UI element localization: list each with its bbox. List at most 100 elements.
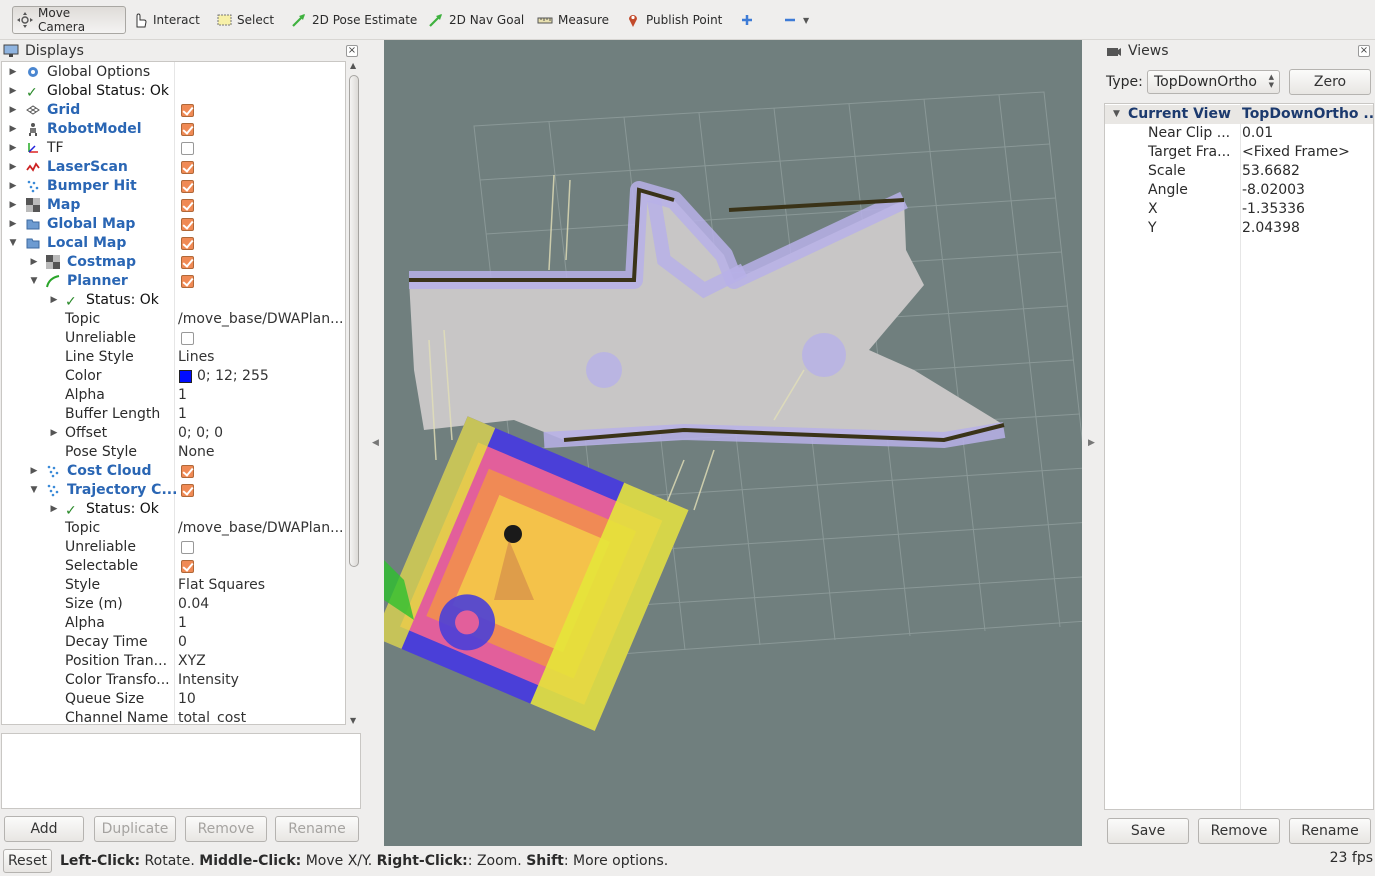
path-icon xyxy=(46,274,60,288)
remove-view-button[interactable]: Remove xyxy=(1198,818,1280,844)
duplicate-display-button[interactable]: Duplicate xyxy=(94,816,176,842)
collapse-left-icon[interactable]: ◀ xyxy=(372,438,379,448)
nav-goal-tool[interactable]: 2D Nav Goal xyxy=(424,6,528,34)
tree-row-planner-status[interactable]: ▶ ✓ Status: Ok xyxy=(50,292,159,310)
row-value: 0.04 xyxy=(178,596,210,612)
tree-row-map[interactable]: ▶ Map xyxy=(2,196,345,215)
enable-checkbox[interactable] xyxy=(181,218,194,231)
enable-checkbox[interactable] xyxy=(181,484,194,497)
tree-row-property[interactable]: Channel Name total_cost xyxy=(2,709,345,725)
close-icon[interactable]: × xyxy=(346,45,358,57)
pose-estimate-tool[interactable]: 2D Pose Estimate xyxy=(287,6,421,34)
tree-row-local-map[interactable]: ▼ Local Map xyxy=(2,234,345,253)
prop-value: -1.35336 xyxy=(1242,201,1305,217)
color-swatch[interactable] xyxy=(179,370,192,383)
unreliable-checkbox[interactable] xyxy=(181,332,194,345)
tree-row-cost-cloud[interactable]: ▶ Cost Cloud xyxy=(2,462,345,481)
zero-button[interactable]: Zero xyxy=(1289,69,1371,95)
enable-checkbox[interactable] xyxy=(181,256,194,269)
enable-checkbox[interactable] xyxy=(181,123,194,136)
enable-checkbox[interactable] xyxy=(181,275,194,288)
remove-display-button[interactable]: Remove xyxy=(185,816,267,842)
measure-tool[interactable]: Measure xyxy=(533,6,613,34)
enable-checkbox[interactable] xyxy=(181,104,194,117)
row-label: Global Options xyxy=(47,64,151,80)
tree-row-global-options[interactable]: ▶ Global Options xyxy=(9,64,151,80)
collapse-right-icon[interactable]: ▶ xyxy=(1088,438,1095,448)
tree-row-planner[interactable]: ▼ Planner xyxy=(2,272,345,291)
publish-point-tool[interactable]: Publish Point xyxy=(621,6,726,34)
tree-row-property[interactable]: Topic /move_base/DWAPlan... xyxy=(2,310,345,329)
tree-row-tf[interactable]: ▶ TF xyxy=(2,139,345,158)
move-camera-tool[interactable]: Move Camera xyxy=(12,6,126,34)
selectable-checkbox[interactable] xyxy=(181,560,194,573)
interact-tool[interactable]: Interact xyxy=(128,6,204,34)
tree-row-property[interactable]: Line Style Lines xyxy=(2,348,345,367)
prop-name: Target Fra... xyxy=(1148,144,1231,160)
row-value: Flat Squares xyxy=(178,577,266,593)
tree-row-trajectory-cloud[interactable]: ▼ Trajectory C... xyxy=(2,481,345,500)
tree-row-global-status[interactable]: ▶ ✓ Global Status: Ok xyxy=(9,83,170,101)
reset-button[interactable]: Reset xyxy=(3,849,52,873)
tree-row-global-map[interactable]: ▶ Global Map xyxy=(2,215,345,234)
tree-row-property[interactable]: Color Transfo... Intensity xyxy=(2,671,345,690)
gear-icon xyxy=(26,65,40,79)
enable-checkbox[interactable] xyxy=(181,161,194,174)
enable-checkbox[interactable] xyxy=(181,180,194,193)
tree-row-property[interactable]: Unreliable xyxy=(2,329,345,348)
tree-row-robotmodel[interactable]: ▶ RobotModel xyxy=(2,120,345,139)
tree-row-property[interactable]: Decay Time 0 xyxy=(2,633,345,652)
tree-row-property[interactable]: Position Tran... XYZ xyxy=(2,652,345,671)
close-icon[interactable]: × xyxy=(1358,45,1370,57)
tree-row-property[interactable]: Style Flat Squares xyxy=(2,576,345,595)
tree-row-property[interactable]: Selectable xyxy=(2,557,345,576)
tree-row-laserscan[interactable]: ▶ LaserScan xyxy=(2,158,345,177)
tree-row-costmap[interactable]: ▶ Costmap xyxy=(2,253,345,272)
enable-checkbox[interactable] xyxy=(181,142,194,155)
green-arrow-icon xyxy=(428,12,444,28)
tree-row-grid[interactable]: ▶ Grid xyxy=(2,101,345,120)
tree-row-property[interactable]: Buffer Length 1 xyxy=(2,405,345,424)
view-property-row[interactable]: Scale 53.6682 xyxy=(1105,162,1373,181)
remove-tool-button[interactable]: ▼ xyxy=(778,6,813,34)
tree-row-property[interactable]: ▶ Offset 0; 0; 0 xyxy=(50,425,224,441)
scroll-down-icon[interactable]: ▼ xyxy=(350,716,357,725)
scroll-up-icon[interactable]: ▲ xyxy=(350,61,357,70)
add-display-button[interactable]: Add xyxy=(4,816,84,842)
enable-checkbox[interactable] xyxy=(181,199,194,212)
tree-row-property[interactable]: Alpha 1 xyxy=(2,614,345,633)
mouse-hint: Left-Click: Rotate. Middle-Click: Move X… xyxy=(60,853,669,869)
view-property-row[interactable]: Near Clip ... 0.01 xyxy=(1105,124,1373,143)
rename-view-button[interactable]: Rename xyxy=(1289,818,1371,844)
tree-row-bumper-hit[interactable]: ▶ Bumper Hit xyxy=(2,177,345,196)
checkmark-icon: ✓ xyxy=(65,503,77,519)
current-view-row[interactable]: ▼ Current View TopDownOrtho ... xyxy=(1105,105,1373,124)
tree-row-property[interactable]: Alpha 1 xyxy=(2,386,345,405)
map-visualization xyxy=(384,91,1082,731)
view-property-row[interactable]: X -1.35336 xyxy=(1105,200,1373,219)
save-view-button[interactable]: Save xyxy=(1107,818,1189,844)
add-tool-button[interactable] xyxy=(735,6,759,34)
tree-row-property[interactable]: Color 0; 12; 255 xyxy=(2,367,345,386)
tree-row-property[interactable]: Pose Style None xyxy=(2,443,345,462)
tree-row-trajectory-status[interactable]: ▶ ✓ Status: Ok xyxy=(50,501,159,519)
view-property-row[interactable]: Angle -8.02003 xyxy=(1105,181,1373,200)
view-type-select[interactable]: TopDownOrtho ▲ ▼ xyxy=(1147,70,1280,94)
unreliable-checkbox[interactable] xyxy=(181,541,194,554)
select-tool[interactable]: Select xyxy=(212,6,278,34)
tree-row-property[interactable]: Unreliable xyxy=(2,538,345,557)
map-free-space xyxy=(409,190,1004,440)
tree-row-property[interactable]: Size (m) 0.04 xyxy=(2,595,345,614)
row-value: total_cost xyxy=(178,710,247,725)
laser-points xyxy=(428,174,805,511)
view-property-row[interactable]: Target Fra... <Fixed Frame> xyxy=(1105,143,1373,162)
tree-row-property[interactable]: Queue Size 10 xyxy=(2,690,345,709)
enable-checkbox[interactable] xyxy=(181,465,194,478)
displays-scrollbar[interactable]: ▲ ▼ xyxy=(347,61,361,725)
enable-checkbox[interactable] xyxy=(181,237,194,250)
tree-row-property[interactable]: Topic /move_base/DWAPlan... xyxy=(2,519,345,538)
rename-display-button[interactable]: Rename xyxy=(275,816,359,842)
scroll-thumb[interactable] xyxy=(349,75,359,567)
view-property-row[interactable]: Y 2.04398 xyxy=(1105,219,1373,238)
render-viewport[interactable] xyxy=(384,40,1082,846)
